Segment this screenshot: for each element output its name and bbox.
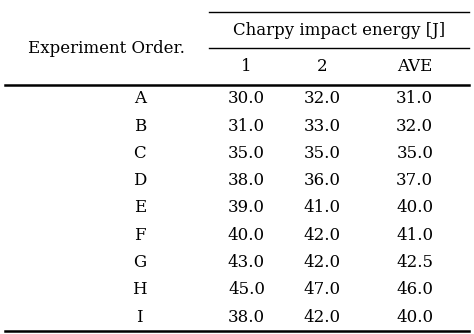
Text: 31.0: 31.0 bbox=[228, 118, 265, 135]
Text: A: A bbox=[134, 90, 146, 107]
Text: 47.0: 47.0 bbox=[304, 281, 341, 298]
Text: Experiment Order.: Experiment Order. bbox=[28, 40, 185, 57]
Text: 40.0: 40.0 bbox=[396, 309, 433, 326]
Text: 31.0: 31.0 bbox=[396, 90, 433, 107]
Text: 43.0: 43.0 bbox=[228, 254, 265, 271]
Text: 40.0: 40.0 bbox=[396, 199, 433, 216]
Text: 32.0: 32.0 bbox=[304, 90, 341, 107]
Text: 41.0: 41.0 bbox=[304, 199, 341, 216]
Text: 38.0: 38.0 bbox=[228, 172, 265, 189]
Text: E: E bbox=[134, 199, 146, 216]
Text: 42.0: 42.0 bbox=[304, 254, 341, 271]
Text: 35.0: 35.0 bbox=[304, 145, 341, 162]
Text: 42.5: 42.5 bbox=[396, 254, 433, 271]
Text: 42.0: 42.0 bbox=[304, 309, 341, 326]
Text: 30.0: 30.0 bbox=[228, 90, 265, 107]
Text: C: C bbox=[134, 145, 146, 162]
Text: 42.0: 42.0 bbox=[304, 227, 341, 244]
Text: D: D bbox=[133, 172, 146, 189]
Text: 33.0: 33.0 bbox=[304, 118, 341, 135]
Text: 32.0: 32.0 bbox=[396, 118, 433, 135]
Text: 1: 1 bbox=[241, 58, 252, 75]
Text: 36.0: 36.0 bbox=[304, 172, 341, 189]
Text: 35.0: 35.0 bbox=[396, 145, 433, 162]
Text: 38.0: 38.0 bbox=[228, 309, 265, 326]
Text: 40.0: 40.0 bbox=[228, 227, 265, 244]
Text: 45.0: 45.0 bbox=[228, 281, 265, 298]
Text: 46.0: 46.0 bbox=[396, 281, 433, 298]
Text: H: H bbox=[133, 281, 147, 298]
Text: AVE: AVE bbox=[397, 58, 432, 75]
Text: 37.0: 37.0 bbox=[396, 172, 433, 189]
Text: 41.0: 41.0 bbox=[396, 227, 433, 244]
Text: I: I bbox=[137, 309, 143, 326]
Text: G: G bbox=[133, 254, 146, 271]
Text: 35.0: 35.0 bbox=[228, 145, 265, 162]
Text: F: F bbox=[134, 227, 146, 244]
Text: 2: 2 bbox=[317, 58, 328, 75]
Text: B: B bbox=[134, 118, 146, 135]
Text: Charpy impact energy [J]: Charpy impact energy [J] bbox=[233, 22, 445, 38]
Text: 39.0: 39.0 bbox=[228, 199, 265, 216]
